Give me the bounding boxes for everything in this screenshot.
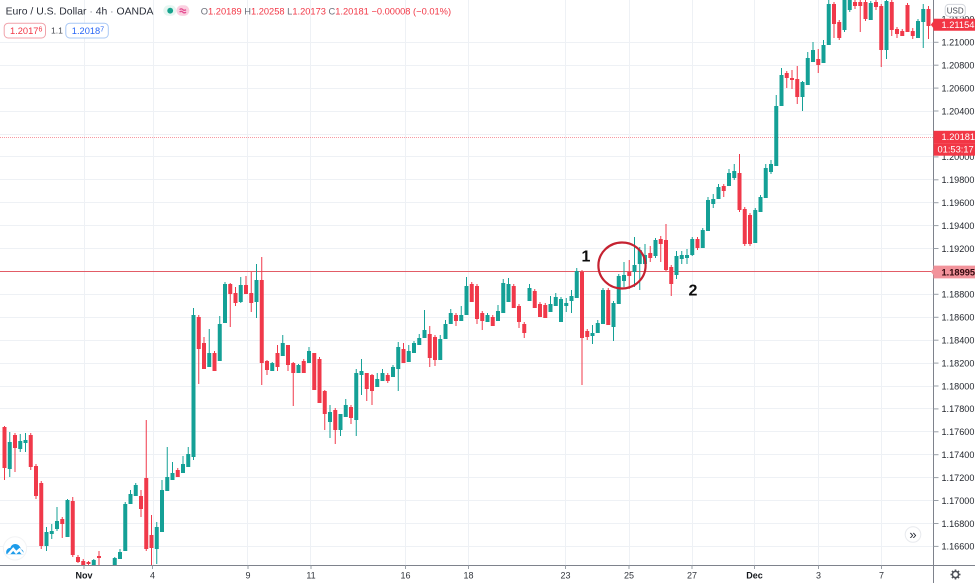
svg-text:1.18995: 1.18995 [942,268,975,278]
svg-text:2: 2 [689,283,698,300]
svg-text:Nov: Nov [75,570,92,580]
svg-text:1.18800: 1.18800 [942,290,975,300]
svg-text:1.19400: 1.19400 [942,221,975,231]
svg-text:Euro / U.S. Dollar · 4h · OAND: Euro / U.S. Dollar · 4h · OANDA [6,7,154,18]
svg-text:3: 3 [816,570,821,580]
svg-text:Dec: Dec [746,570,763,580]
svg-text:16: 16 [400,570,410,580]
svg-text:»: » [909,527,916,542]
svg-text:1.16600: 1.16600 [942,542,975,552]
svg-text:1.20187: 1.20187 [72,26,104,36]
svg-text:1.18400: 1.18400 [942,336,975,346]
svg-text:1.21154: 1.21154 [942,20,975,30]
svg-text:1.17800: 1.17800 [942,404,975,414]
svg-text:7: 7 [879,570,884,580]
svg-text:4: 4 [150,570,155,580]
svg-text:1.18200: 1.18200 [942,358,975,368]
svg-text:1.17400: 1.17400 [942,450,975,460]
svg-text:1.18600: 1.18600 [942,313,975,323]
svg-text:1.20600: 1.20600 [942,83,975,93]
svg-text:1.20181: 1.20181 [942,132,975,142]
svg-text:1.20400: 1.20400 [942,106,975,116]
svg-text:1.19600: 1.19600 [942,198,975,208]
svg-text:1.1: 1.1 [51,25,63,35]
svg-text:25: 25 [624,570,634,580]
svg-text:1.16800: 1.16800 [942,519,975,529]
svg-text:1.18000: 1.18000 [942,381,975,391]
svg-text:1.20176: 1.20176 [10,26,42,36]
svg-text:1.17000: 1.17000 [942,496,975,506]
svg-text:1.17200: 1.17200 [942,473,975,483]
svg-text:23: 23 [560,570,570,580]
svg-text:9: 9 [245,570,250,580]
svg-text:O1.20189 H1.20258 L1.20173 C1.: O1.20189 H1.20258 L1.20173 C1.20181 −0.0… [201,7,451,17]
svg-text:27: 27 [687,570,697,580]
svg-text:USD: USD [947,7,964,16]
svg-text:01:53:17: 01:53:17 [938,145,974,155]
svg-text:1.19800: 1.19800 [942,175,975,185]
svg-text:1: 1 [582,249,591,266]
svg-text:1.19200: 1.19200 [942,244,975,254]
svg-text:11: 11 [306,570,315,580]
svg-text:1.20800: 1.20800 [942,61,975,71]
svg-text:18: 18 [463,570,473,580]
svg-text:1.21000: 1.21000 [942,38,975,48]
svg-text:1.17600: 1.17600 [942,427,975,437]
